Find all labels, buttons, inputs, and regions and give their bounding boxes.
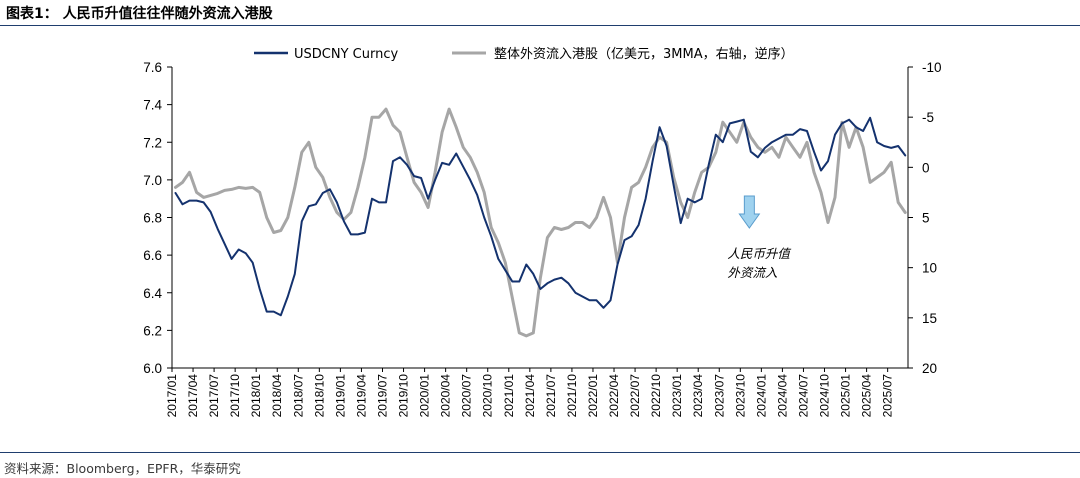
x-tick-label: 2023/01 xyxy=(670,374,684,418)
right-tick-label: -10 xyxy=(922,60,942,75)
x-tick-label: 2020/10 xyxy=(481,374,495,418)
x-tick-label: 2022/10 xyxy=(649,374,663,418)
legend-label-usdcny: USDCNY Curncy xyxy=(294,47,398,62)
x-tick-label: 2021/07 xyxy=(544,374,558,418)
x-tick-label: 2017/07 xyxy=(207,374,221,418)
left-tick-label: 7.2 xyxy=(143,135,162,150)
x-tick-label: 2021/04 xyxy=(523,374,537,418)
x-tick-label: 2024/07 xyxy=(796,374,810,418)
x-tick-label: 2022/01 xyxy=(586,374,600,418)
x-tick-label: 2017/10 xyxy=(228,374,242,418)
left-tick-label: 6.8 xyxy=(143,211,162,226)
x-tick-label: 2023/10 xyxy=(733,374,747,418)
x-tick-label: 2024/10 xyxy=(818,374,832,418)
x-tick-label: 2020/07 xyxy=(460,374,474,418)
x-tick-label: 2017/04 xyxy=(186,374,200,418)
left-tick-label: 6.4 xyxy=(143,286,162,301)
left-tick-label: 6.2 xyxy=(143,323,162,338)
top-rule xyxy=(0,25,1080,26)
x-tick-label: 2017/01 xyxy=(165,374,179,418)
right-tick-label: 10 xyxy=(922,261,937,276)
left-tick-label: 7.6 xyxy=(143,60,162,75)
x-tick-label: 2025/04 xyxy=(860,374,874,418)
down-arrow-icon xyxy=(738,195,761,229)
x-tick-label: 2018/10 xyxy=(312,374,326,418)
x-tick-label: 2018/01 xyxy=(249,374,263,418)
x-tick-label: 2020/01 xyxy=(418,374,432,418)
x-tick-label: 2023/07 xyxy=(712,374,726,418)
x-tick-label: 2024/01 xyxy=(754,374,768,418)
x-tick-label: 2021/10 xyxy=(565,374,579,418)
left-tick-label: 7.0 xyxy=(143,173,162,188)
right-tick-label: 20 xyxy=(922,361,937,376)
right-axis: -10 -5 0 5 10 15 20 xyxy=(908,60,942,376)
x-tick-label: 2025/07 xyxy=(881,374,895,418)
legend: USDCNY Curncy 整体外资流入港股（亿美元，3MMA，右轴，逆序） xyxy=(254,46,794,62)
left-tick-label: 6.0 xyxy=(143,361,162,376)
figure-title: 图表1： 人民币升值往往伴随外资流入港股 xyxy=(6,6,273,22)
foreign-inflow-line xyxy=(174,107,907,338)
x-tick-label: 2024/04 xyxy=(775,374,789,418)
annotation-text: 外资流入 xyxy=(727,265,778,280)
x-tick-label: 2021/01 xyxy=(502,374,516,418)
right-tick-label: 0 xyxy=(922,160,930,175)
x-tick-label: 2022/07 xyxy=(628,374,642,418)
usdcny-line xyxy=(174,116,907,317)
right-tick-label: 5 xyxy=(922,211,930,226)
x-tick-label: 2019/04 xyxy=(354,374,368,418)
x-tick-label: 2019/07 xyxy=(375,374,389,418)
x-axis: 2017/01 2017/04 2017/07 2017/10 2018/01 2018/… xyxy=(165,368,895,417)
right-tick-label: -5 xyxy=(922,110,934,125)
annotation-text: 人民币升值 xyxy=(727,246,791,261)
left-axis: 6.0 6.2 6.4 6.6 6.8 7.0 7.2 7.4 7.6 xyxy=(143,60,172,376)
right-tick-label: 15 xyxy=(922,311,937,326)
x-tick-label: 2019/01 xyxy=(333,374,347,418)
x-tick-label: 2019/10 xyxy=(397,374,411,418)
plot-frame xyxy=(171,67,909,369)
series-layer xyxy=(174,107,907,338)
x-tick-label: 2023/04 xyxy=(691,374,705,418)
left-tick-label: 6.6 xyxy=(143,248,162,263)
source-note: 资料来源：Bloomberg，EPFR，华泰研究 xyxy=(4,461,241,476)
x-tick-label: 2018/04 xyxy=(270,374,284,418)
x-tick-label: 2022/04 xyxy=(607,374,621,418)
x-tick-label: 2025/01 xyxy=(839,374,853,418)
bottom-rule xyxy=(0,452,1080,453)
x-tick-label: 2018/07 xyxy=(291,374,305,418)
legend-label-inflow: 整体外资流入港股（亿美元，3MMA，右轴，逆序） xyxy=(494,46,794,62)
left-tick-label: 7.4 xyxy=(143,98,162,113)
x-tick-label: 2020/04 xyxy=(439,374,453,418)
